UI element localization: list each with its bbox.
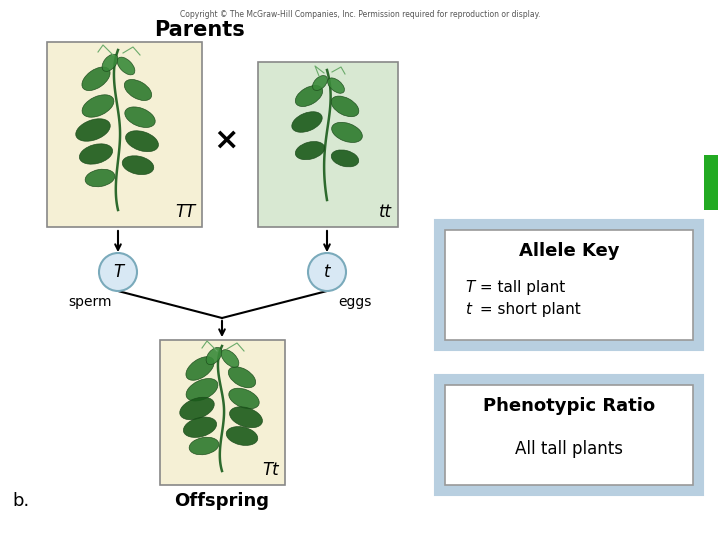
Text: Parents: Parents [155,20,246,40]
Ellipse shape [125,107,156,127]
Text: T: T [465,280,474,295]
FancyBboxPatch shape [47,42,202,227]
FancyBboxPatch shape [445,385,693,485]
Ellipse shape [221,349,239,367]
Text: Tt: Tt [262,461,279,479]
Ellipse shape [331,150,359,167]
Text: b.: b. [12,492,30,510]
Ellipse shape [229,388,259,409]
Ellipse shape [85,169,115,187]
Ellipse shape [82,67,110,91]
FancyBboxPatch shape [435,375,703,495]
Ellipse shape [186,379,218,401]
Ellipse shape [331,96,359,117]
Text: ×: × [213,125,239,154]
FancyBboxPatch shape [704,155,718,210]
Ellipse shape [125,79,152,100]
FancyBboxPatch shape [445,230,693,340]
Ellipse shape [189,437,219,455]
Ellipse shape [332,123,362,143]
Ellipse shape [295,85,323,106]
Text: t: t [324,263,330,281]
Ellipse shape [184,417,217,437]
Circle shape [99,253,137,291]
Text: Allele Key: Allele Key [518,242,619,260]
Text: = tall plant: = tall plant [475,280,565,295]
Ellipse shape [79,144,112,164]
Ellipse shape [328,78,344,93]
Ellipse shape [180,397,215,420]
Ellipse shape [102,54,118,71]
Ellipse shape [295,141,325,160]
Circle shape [308,253,346,291]
Text: TT: TT [176,203,196,221]
FancyBboxPatch shape [258,62,398,227]
Text: Phenotypic Ratio: Phenotypic Ratio [483,397,655,415]
Text: Copyright © The McGraw-Hill Companies, Inc. Permission required for reproduction: Copyright © The McGraw-Hill Companies, I… [180,10,540,19]
Ellipse shape [228,367,256,388]
FancyBboxPatch shape [160,340,285,485]
Ellipse shape [230,407,262,428]
Ellipse shape [76,119,110,141]
Text: Offspring: Offspring [174,492,269,510]
Ellipse shape [122,156,154,174]
FancyBboxPatch shape [435,220,703,350]
Text: sperm: sperm [68,295,112,309]
Text: = short plant: = short plant [475,302,581,317]
Ellipse shape [125,131,158,152]
Text: All tall plants: All tall plants [515,440,623,458]
Text: tt: tt [379,203,392,221]
Ellipse shape [292,112,323,132]
Text: t: t [465,302,471,317]
Ellipse shape [186,357,214,380]
Ellipse shape [206,347,222,365]
Text: T: T [113,263,123,281]
Ellipse shape [312,76,328,91]
Ellipse shape [82,95,114,117]
Text: eggs: eggs [338,295,372,309]
Ellipse shape [226,427,258,446]
Ellipse shape [117,57,135,75]
